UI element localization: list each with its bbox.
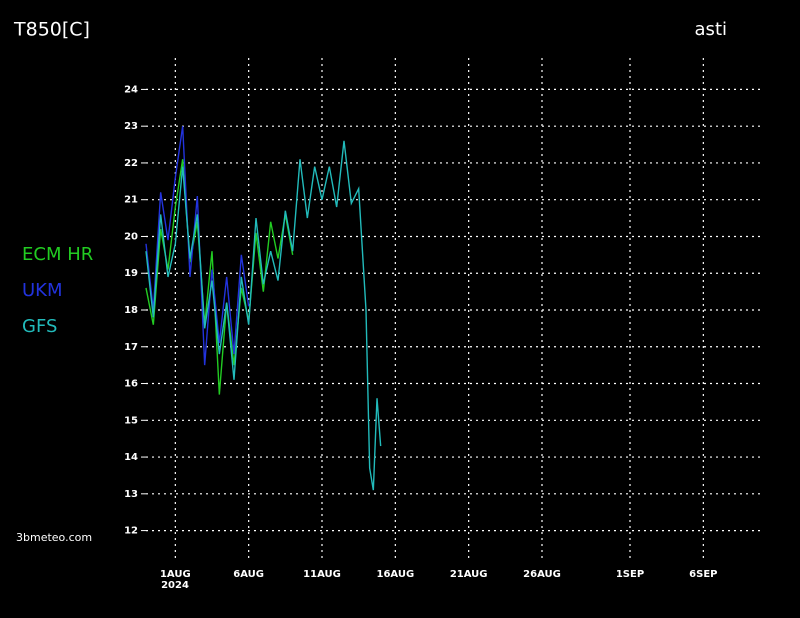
x-tick-label: 16AUG — [376, 569, 414, 580]
x-tick-label: 11AUG — [303, 569, 341, 580]
x-tick-label: 1AUG — [160, 569, 191, 580]
y-tick-label: 21 — [124, 195, 138, 206]
legend-entry: GFS — [22, 316, 57, 337]
x-tick-label: 26AUG — [523, 569, 561, 580]
legend-entry: ECM HR — [22, 244, 93, 265]
y-tick-label: 15 — [124, 415, 138, 426]
x-tick-label: 6AUG — [233, 569, 264, 580]
y-tick-label: 24 — [124, 84, 138, 95]
x-tick-label: 1SEP — [616, 569, 644, 580]
x-tick-label: 6SEP — [689, 569, 717, 580]
x-tick-label: 21AUG — [450, 569, 488, 580]
y-tick-label: 17 — [124, 342, 138, 353]
y-tick-label: 19 — [124, 268, 138, 279]
y-tick-label: 16 — [124, 379, 138, 390]
location: asti — [695, 19, 727, 40]
year-label: 2024 — [161, 580, 189, 591]
credit: 3bmeteo.com — [16, 531, 92, 544]
series-line — [145, 159, 294, 395]
series-line — [145, 140, 382, 491]
y-tick-label: 12 — [124, 526, 138, 537]
y-tick-label: 20 — [124, 231, 138, 242]
y-tick-label: 13 — [124, 489, 138, 500]
y-tick-label: 18 — [124, 305, 138, 316]
y-tick-label: 14 — [124, 452, 138, 463]
chart-title: T850[C] — [13, 19, 90, 41]
legend-entry: UKM — [22, 280, 63, 301]
series-line — [145, 126, 250, 366]
y-tick-label: 23 — [124, 121, 138, 132]
y-tick-label: 22 — [124, 158, 138, 169]
